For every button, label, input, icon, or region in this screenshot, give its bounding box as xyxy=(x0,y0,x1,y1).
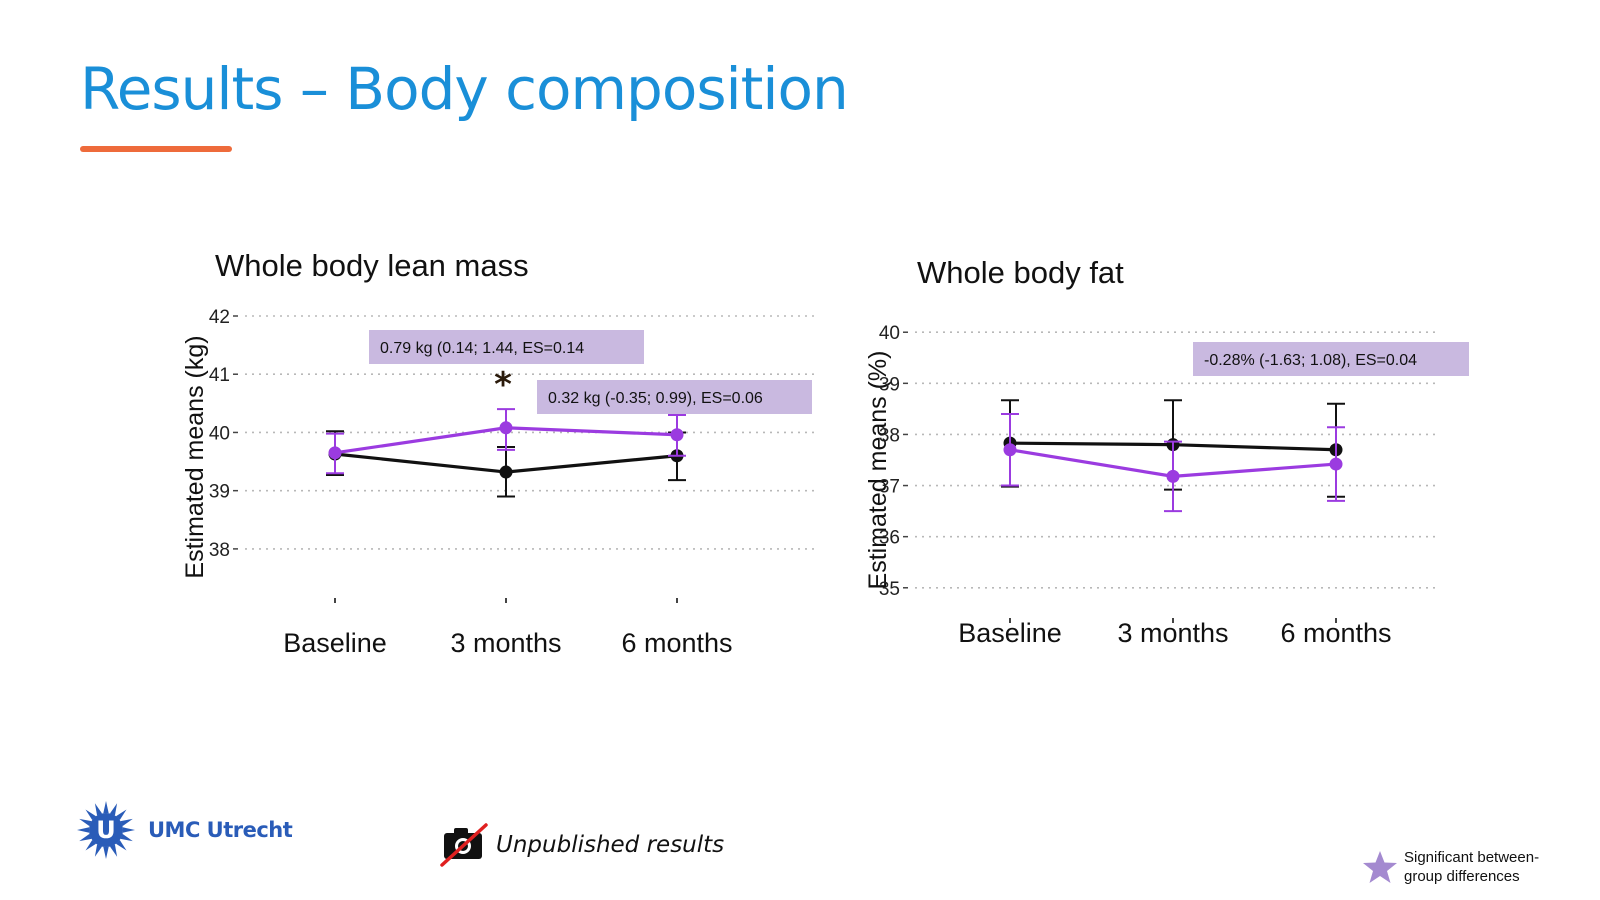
logo-text: UMC Utrecht xyxy=(148,818,293,842)
svg-text:U: U xyxy=(96,816,116,844)
logo-ray xyxy=(77,827,90,833)
logo-ray xyxy=(103,846,109,859)
y-axis-label: Estimated means (%) xyxy=(864,351,892,590)
data-point xyxy=(328,446,342,460)
x-tick-label: Baseline xyxy=(958,618,1062,648)
y-tick-label: 39 xyxy=(209,482,230,503)
y-tick-label: 40 xyxy=(879,323,900,344)
x-tick-label: 6 months xyxy=(1280,618,1391,648)
data-point xyxy=(499,421,513,435)
crossed-camera-icon xyxy=(440,823,488,867)
logo-ray xyxy=(115,839,127,851)
annotation-box xyxy=(1193,342,1469,376)
legend-text: Significant between-group differences xyxy=(1404,849,1540,885)
logo-ray xyxy=(109,803,118,816)
significance-legend: Significant between-group differences xyxy=(1362,848,1554,886)
data-point xyxy=(670,428,684,442)
y-tick-label: 38 xyxy=(879,425,900,446)
annotation-text: 0.79 kg (0.14; 1.44, ES=0.14 xyxy=(380,340,584,357)
chart-title: Whole body fat xyxy=(917,255,1124,290)
logo-ray xyxy=(103,801,109,814)
annotation-text: 0.32 kg (-0.35; 0.99), ES=0.06 xyxy=(548,390,763,407)
logo-ray xyxy=(120,818,133,827)
logo-ray xyxy=(122,827,135,833)
data-point xyxy=(1166,469,1180,483)
logo-ray xyxy=(79,818,92,827)
slide-title: Results – Body composition xyxy=(80,55,849,123)
y-tick-label: 41 xyxy=(209,365,230,386)
sun-emblem-icon: U xyxy=(77,801,135,859)
logo-ray xyxy=(85,809,97,821)
star-icon xyxy=(1363,851,1397,883)
lean-mass-chart: Whole body lean mass Estimated means (kg)… xyxy=(181,248,815,658)
logo-ray xyxy=(94,803,103,816)
data-point xyxy=(499,465,513,479)
umc-utrecht-logo: U UMC Utrecht xyxy=(76,800,293,860)
logo-ray xyxy=(79,833,92,842)
logo-ray xyxy=(115,809,127,821)
significance-marker: * xyxy=(494,365,512,405)
y-tick-label: 40 xyxy=(209,423,230,444)
unpublished-notice: Unpublished results xyxy=(440,823,724,867)
y-tick-label: 36 xyxy=(879,528,900,549)
y-axis-label: Estimated means (kg) xyxy=(181,335,209,578)
y-tick-label: 39 xyxy=(879,374,900,395)
x-tick-label: Baseline xyxy=(283,628,387,658)
y-tick-label: 42 xyxy=(209,307,230,328)
data-point xyxy=(1329,457,1343,471)
y-tick-label: 38 xyxy=(209,540,230,561)
logo-ray xyxy=(109,844,118,857)
chart-title: Whole body lean mass xyxy=(215,248,529,283)
x-tick-label: 3 months xyxy=(1117,618,1228,648)
y-tick-label: 35 xyxy=(879,579,900,600)
body-fat-chart: Whole body fat Estimated means (%)35 36 37 3… xyxy=(864,255,1469,648)
logo-ray xyxy=(85,839,97,851)
annotation-box xyxy=(537,380,812,414)
x-tick-label: 3 months xyxy=(450,628,561,658)
logo-ray xyxy=(120,833,133,842)
annotation-text: -0.28% (-1.63; 1.08), ES=0.04 xyxy=(1204,352,1417,369)
x-tick-label: 6 months xyxy=(621,628,732,658)
title-underline xyxy=(80,146,232,152)
y-tick-label: 37 xyxy=(879,477,900,498)
data-point xyxy=(1003,443,1017,457)
unpublished-text: Unpublished results xyxy=(496,832,725,858)
annotation-box xyxy=(369,330,644,364)
logo-ray xyxy=(94,844,103,857)
